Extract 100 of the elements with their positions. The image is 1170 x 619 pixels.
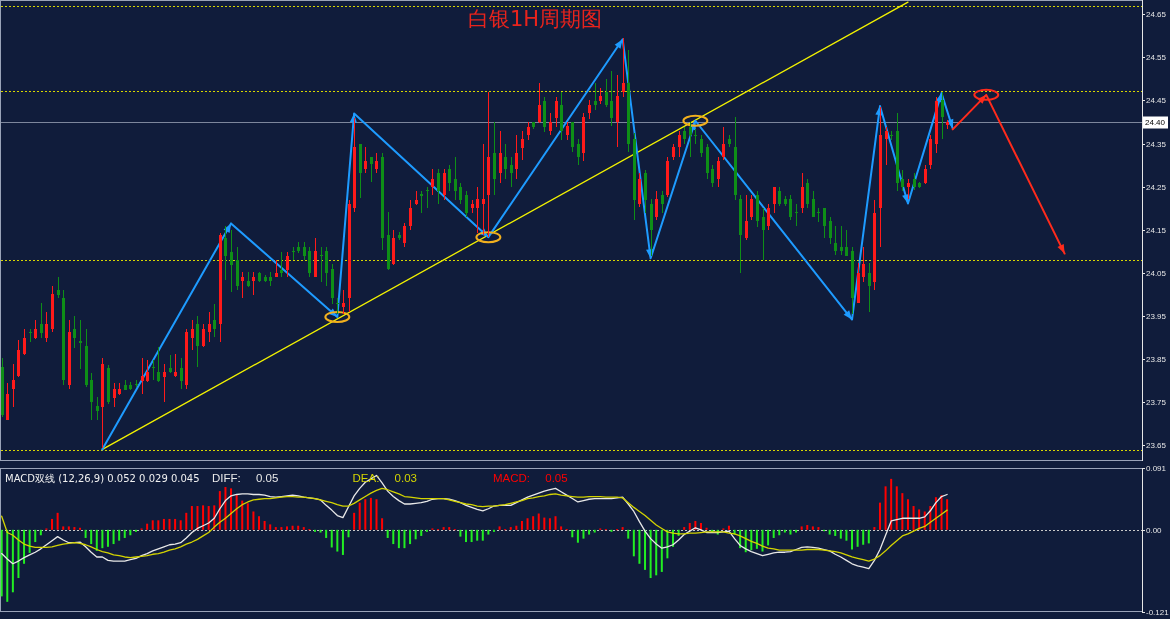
bar [895,486,898,530]
bar [632,529,635,557]
bar [795,529,798,533]
candlestick [420,190,423,213]
bar [845,529,848,541]
bar [476,529,479,541]
bar [34,529,37,543]
bar [498,526,501,530]
bar [23,529,26,564]
bar [364,499,367,530]
text: MACD: 0.05 [493,472,568,484]
bar [856,529,859,547]
bar [906,499,909,530]
candlestick [29,328,32,342]
bar [465,529,468,543]
bar [403,529,406,549]
candlestick [622,38,625,97]
bar [509,527,512,530]
bar [862,529,865,545]
bar [353,512,356,530]
bar [235,495,238,530]
y-tick-label: 0.00 [1146,526,1163,535]
series-label: DIFF: 0.05 [212,472,279,484]
bar [17,529,20,579]
bar [448,527,451,530]
bar [285,526,288,530]
candlestick [336,298,339,314]
bar [576,529,579,543]
bar [878,502,881,530]
bar [11,529,14,593]
bar [381,518,384,530]
bar [168,518,171,530]
bar [246,503,249,530]
candlestick [795,203,798,226]
bar [112,529,115,545]
bar [84,529,87,538]
y-tick-label: 23.65 [1146,441,1167,450]
bar [593,529,596,533]
y-tick-label: 23.95 [1146,312,1167,321]
candlestick [79,319,82,369]
bar [56,512,59,530]
line-series [1,487,948,562]
bar [867,529,870,544]
bar [224,487,227,530]
bar [319,529,322,533]
chart-title: 白银1H周期图 [467,7,603,31]
bar [302,527,305,530]
candlestick [694,128,697,144]
bar [783,529,786,533]
candlestick [141,358,144,394]
bar [325,529,328,538]
bar [375,499,378,530]
bar [901,493,904,530]
bar [162,518,165,530]
bar [828,529,831,535]
bar [252,511,255,530]
bar [655,529,658,576]
line-series [1,474,948,570]
candlestick [320,246,323,283]
bar [134,529,137,532]
bar [414,529,417,540]
bar [621,527,624,530]
bar [537,513,540,530]
bar [347,529,350,538]
bar [358,502,361,530]
bar [28,529,31,553]
bar [560,526,563,530]
bar [118,529,121,541]
bar [532,516,535,530]
bar [6,529,9,602]
bar [263,520,266,530]
candlestick [817,208,820,222]
bar [520,520,523,530]
bar [638,529,641,564]
candlestick [890,130,893,141]
y-tick-label: 23.75 [1146,398,1167,407]
bar [817,527,820,530]
y-tick-label: 24.15 [1146,226,1167,235]
bar [258,516,261,530]
bar [291,525,294,530]
candlestick [482,143,485,236]
bar [196,506,199,530]
bar [207,506,210,530]
bar [146,523,149,530]
bar [912,506,915,530]
bar [481,529,484,541]
y-tick-label: 0.091 [1146,464,1167,473]
bar [369,497,372,530]
bar [515,525,518,530]
bar [313,529,316,532]
bar [588,529,591,535]
y-tick-label: 24.45 [1146,96,1167,105]
bar [297,525,300,530]
bar [571,529,574,538]
bar [644,529,647,570]
bar [442,527,445,530]
bar [688,523,691,530]
bar [946,499,949,530]
bar [409,529,412,545]
y-tick-label: -0.121 [1146,608,1170,617]
